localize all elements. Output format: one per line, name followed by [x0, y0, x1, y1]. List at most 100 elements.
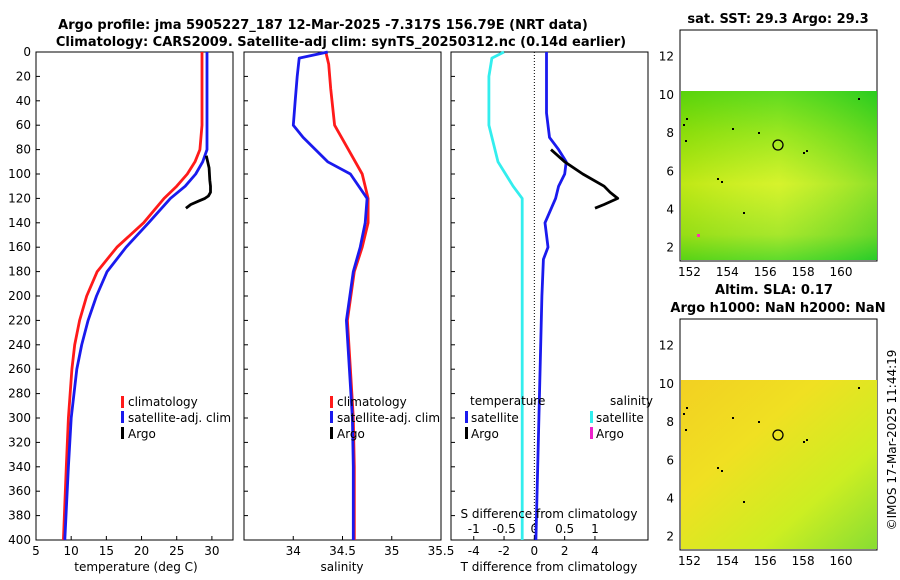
y-tick-label: 160	[8, 240, 31, 254]
legend-swatch-argo	[330, 427, 333, 439]
island-speck	[806, 439, 808, 441]
temperature-x-tick-label: 15	[99, 544, 114, 558]
salinity-x-tick-label: 34	[286, 544, 301, 558]
island-speck	[806, 150, 808, 152]
sla-heatmap	[681, 380, 877, 549]
salinity-difference-satellite-line	[487, 50, 524, 540]
y-tick-label: 180	[8, 265, 31, 279]
island-speck	[803, 441, 805, 443]
chart-marks: 0204060801001201401601802002202402602803…	[8, 45, 852, 568]
legend-swatch-climatology	[121, 396, 124, 408]
map-y-tick-label: 12	[659, 50, 674, 64]
map-y-tick-label: 4	[666, 202, 674, 216]
salinity-climatology-line	[324, 51, 370, 540]
legend-swatch-climatology	[330, 396, 333, 408]
sst-anomaly-pixel	[697, 234, 700, 237]
imos-credit: ©IMOS 17-Mar-2025 11:44:19	[885, 350, 899, 531]
y-tick-label: 400	[8, 533, 31, 547]
y-tick-label: 380	[8, 509, 31, 523]
y-tick-label: 120	[8, 191, 31, 205]
map-x-tick-label: 156	[754, 554, 777, 568]
temperature-satellite-line	[63, 52, 209, 541]
map-y-tick-label: 6	[666, 164, 674, 178]
map-y-tick-label: 8	[666, 126, 674, 140]
island-speck	[717, 178, 719, 180]
sla-map-title-1: Altim. SLA: 0.17	[715, 283, 833, 298]
legend-temperature-title: temperature	[470, 394, 545, 408]
sst-map-title: sat. SST: 29.3 Argo: 29.3	[687, 12, 868, 27]
temperature-x-tick-label: 30	[204, 544, 219, 558]
island-speck	[683, 413, 685, 415]
legend-sal-argo: Argo	[596, 427, 624, 441]
temperature-x-tick-label: 25	[169, 544, 184, 558]
temperature-x-tick-label: 10	[64, 544, 79, 558]
island-speck	[683, 124, 685, 126]
island-speck	[721, 181, 723, 183]
island-speck	[685, 140, 687, 142]
island-speck	[743, 212, 745, 214]
map-x-tick-label: 156	[754, 265, 777, 279]
salinity-x-tick-label: 34.5	[329, 544, 356, 558]
map-y-tick-label: 12	[659, 339, 674, 353]
difference-secondary-tick-label: 0.5	[555, 522, 574, 536]
legend-swatch-satellite	[121, 411, 124, 423]
difference-secondary-xlabel: S difference from climatology	[461, 507, 638, 521]
y-tick-label: 140	[8, 216, 31, 230]
map-y-tick-label: 2	[666, 530, 674, 544]
map-y-tick-label: 6	[666, 453, 674, 467]
legend-argo: Argo	[128, 427, 156, 441]
legend-swatch-temp-satellite	[465, 411, 468, 423]
y-tick-label: 360	[8, 484, 31, 498]
map-x-tick-label: 152	[678, 265, 701, 279]
map-y-tick-label: 10	[659, 88, 674, 102]
salinity-xlabel: salinity	[320, 560, 363, 574]
sla-land-specks	[683, 387, 860, 503]
legend-climatology: climatology	[337, 395, 407, 409]
y-tick-label: 260	[8, 362, 31, 376]
map-y-tick-label: 2	[666, 241, 674, 255]
island-speck	[717, 467, 719, 469]
y-tick-label: 320	[8, 435, 31, 449]
temperature-difference-argo-line	[550, 148, 620, 210]
y-tick-label: 220	[8, 313, 31, 327]
y-tick-label: 340	[8, 460, 31, 474]
island-speck	[721, 470, 723, 472]
legend-swatch-temp-argo	[465, 427, 468, 439]
y-tick-label: 0	[23, 45, 31, 59]
map-x-tick-label: 158	[792, 554, 815, 568]
y-tick-label: 300	[8, 411, 31, 425]
title-line-1: Argo profile: jma 5905227_187 12-Mar-202…	[58, 18, 588, 33]
island-speck	[803, 152, 805, 154]
y-tick-label: 200	[8, 289, 31, 303]
map-x-tick-label: 160	[830, 265, 853, 279]
legend-satellite-adj: satellite-adj. clim	[128, 411, 231, 425]
legend-sal-satellite: satellite	[596, 411, 644, 425]
sla-argo-marker	[772, 429, 784, 441]
y-tick-label: 100	[8, 167, 31, 181]
salinity-x-tick-label: 35.5	[428, 544, 455, 558]
island-speck	[686, 118, 688, 120]
island-speck	[732, 128, 734, 130]
temperature-difference-satellite-line	[534, 52, 568, 541]
salinity-satellite-line	[291, 50, 369, 540]
map-y-tick-label: 10	[659, 377, 674, 391]
salinity-axes	[243, 51, 442, 541]
legend-swatch-argo	[121, 427, 124, 439]
island-speck	[732, 417, 734, 419]
sst-land-specks	[683, 98, 860, 237]
y-tick-label: 40	[16, 94, 31, 108]
difference-x-tick-label: -4	[468, 544, 480, 558]
map-y-tick-label: 8	[666, 415, 674, 429]
difference-secondary-tick-label: 1	[591, 522, 599, 536]
legend-temp-argo: Argo	[471, 427, 499, 441]
map-x-tick-label: 152	[678, 554, 701, 568]
island-speck	[686, 407, 688, 409]
legend-temp-satellite: satellite	[471, 411, 519, 425]
temperature-climatology-line	[62, 52, 204, 541]
title-line-2: Climatology: CARS2009. Satellite-adj cli…	[56, 35, 626, 50]
sla-map-title-2: Argo h1000: NaN h2000: NaN	[670, 301, 885, 316]
y-tick-label: 240	[8, 338, 31, 352]
difference-x-tick-label: -2	[498, 544, 510, 558]
legend-climatology: climatology	[128, 395, 198, 409]
